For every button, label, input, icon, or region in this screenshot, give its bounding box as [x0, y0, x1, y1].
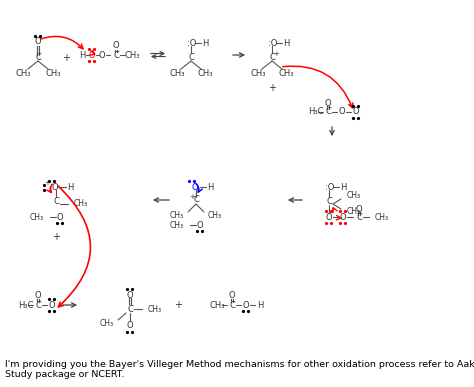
- Text: CH₃: CH₃: [347, 192, 361, 200]
- Text: O: O: [325, 99, 331, 108]
- Text: +: +: [52, 232, 60, 242]
- Text: CH₃: CH₃: [100, 320, 114, 329]
- Text: O: O: [228, 291, 235, 300]
- Text: C: C: [127, 305, 133, 313]
- Text: CH₃: CH₃: [375, 212, 389, 221]
- Text: C: C: [35, 53, 41, 62]
- Text: H: H: [340, 183, 346, 192]
- Text: C: C: [229, 300, 235, 310]
- Text: O: O: [127, 322, 133, 330]
- Text: CH₃: CH₃: [208, 212, 222, 221]
- Text: O: O: [353, 108, 359, 116]
- Text: H₃C: H₃C: [18, 300, 34, 310]
- Text: O: O: [35, 38, 41, 46]
- Text: O: O: [326, 212, 332, 221]
- Text: O: O: [340, 212, 346, 221]
- Text: CH₃: CH₃: [45, 68, 61, 77]
- Text: CH₃: CH₃: [197, 68, 213, 77]
- Text: H₃C: H₃C: [308, 108, 323, 116]
- Text: +: +: [273, 51, 279, 57]
- Text: C: C: [356, 212, 362, 221]
- Text: O: O: [192, 183, 199, 192]
- Text: O: O: [243, 300, 249, 310]
- Text: CH₃: CH₃: [148, 305, 162, 313]
- Text: +: +: [44, 180, 50, 186]
- Text: +: +: [62, 53, 70, 63]
- Text: CH₃: CH₃: [210, 300, 226, 310]
- Text: O: O: [197, 221, 203, 229]
- Text: :O: :O: [268, 38, 277, 48]
- Text: C: C: [193, 195, 199, 204]
- Text: C: C: [35, 300, 41, 310]
- Text: H: H: [67, 183, 73, 192]
- Text: CH₃: CH₃: [30, 212, 44, 221]
- Text: O: O: [89, 50, 95, 60]
- Text: C: C: [113, 50, 119, 60]
- Text: +: +: [268, 83, 276, 93]
- Text: CH₃: CH₃: [347, 207, 361, 216]
- Text: CH₃: CH₃: [170, 212, 184, 221]
- Text: H: H: [283, 38, 289, 48]
- Text: H: H: [79, 50, 85, 60]
- Text: :O: :O: [325, 183, 334, 192]
- Text: O: O: [356, 204, 362, 214]
- Text: :O: :O: [187, 38, 196, 48]
- Text: CH₃: CH₃: [74, 200, 88, 209]
- Text: CH₃: CH₃: [124, 50, 140, 60]
- Text: O: O: [35, 291, 41, 300]
- Text: O: O: [49, 300, 55, 310]
- Text: H: H: [207, 183, 213, 192]
- Text: CH₃: CH₃: [170, 221, 184, 229]
- Text: O: O: [99, 50, 105, 60]
- Text: CH₃: CH₃: [278, 68, 294, 77]
- Text: O: O: [339, 108, 346, 116]
- Text: C: C: [188, 53, 194, 62]
- Text: O: O: [113, 41, 119, 50]
- Text: O: O: [52, 183, 59, 192]
- Text: CH₃: CH₃: [250, 68, 266, 77]
- Text: C: C: [326, 197, 332, 205]
- Text: C: C: [325, 108, 331, 116]
- Text: +: +: [174, 300, 182, 310]
- Text: H: H: [202, 38, 208, 48]
- Text: O: O: [57, 212, 64, 221]
- Text: C: C: [269, 53, 275, 62]
- Text: C: C: [53, 197, 59, 205]
- Text: +: +: [189, 194, 195, 200]
- Text: I'm providing you the Bayer's Villeger Method mechanisms for other oxidation pro: I'm providing you the Bayer's Villeger M…: [5, 360, 474, 379]
- Text: H: H: [257, 300, 263, 310]
- Text: CH₃: CH₃: [169, 68, 185, 77]
- Text: CH₃: CH₃: [15, 68, 31, 77]
- Text: O: O: [127, 291, 133, 300]
